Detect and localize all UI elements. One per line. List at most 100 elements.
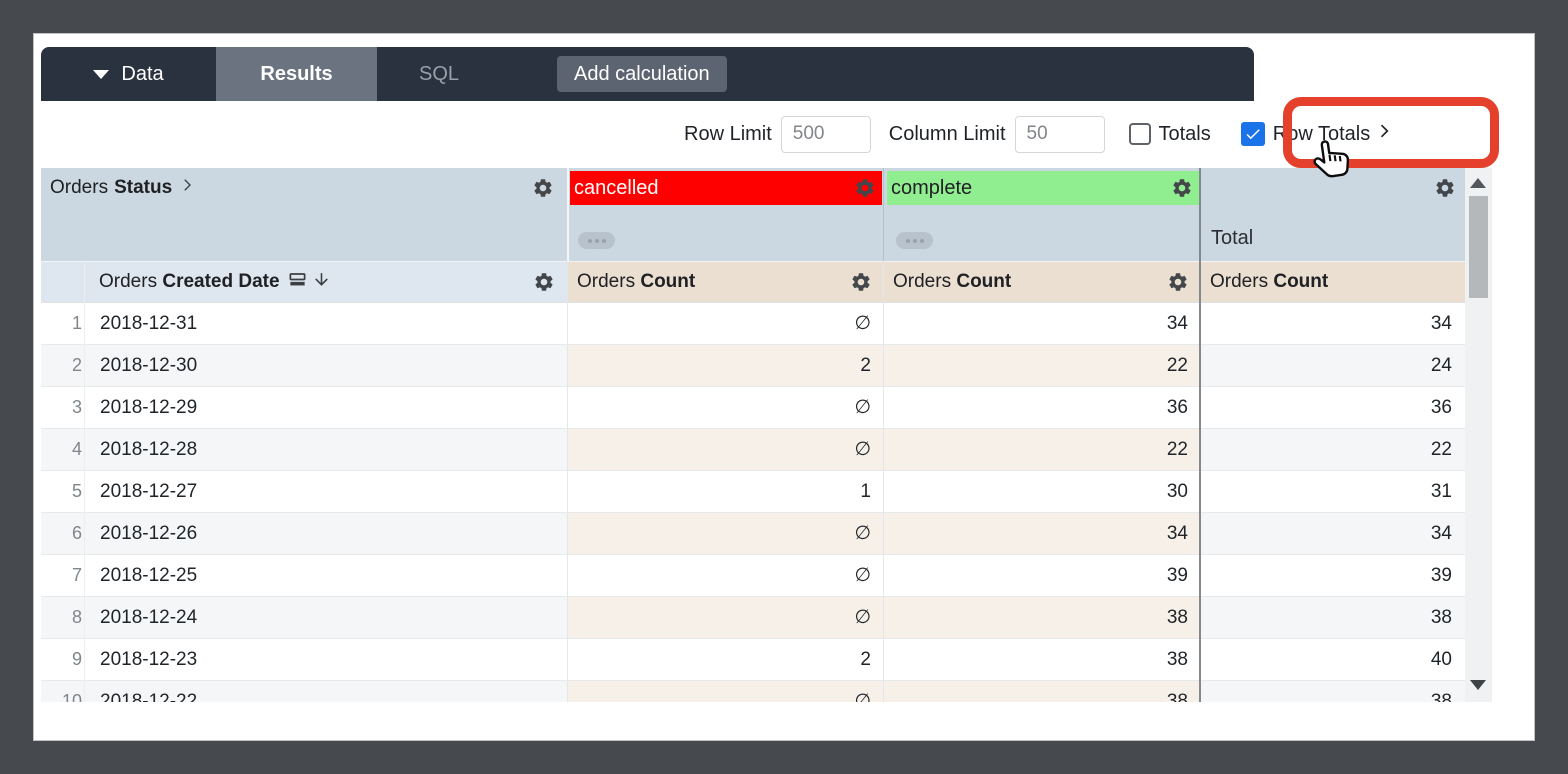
row-totals-label: Row Totals: [1272, 122, 1371, 145]
cancelled-count-cell[interactable]: ∅: [568, 513, 884, 554]
cancelled-count-cell[interactable]: ∅: [568, 597, 884, 638]
gear-icon[interactable]: [532, 177, 554, 199]
cancelled-count-cell[interactable]: ∅: [568, 681, 884, 702]
total-count-cell[interactable]: 24: [1201, 345, 1465, 386]
pivot-header-block: Orders Status cancelled complete Total: [41, 168, 1465, 261]
query-controls: Row Limit Column Limit Totals Row Totals: [684, 114, 1394, 154]
dimension-view-label: Orders: [99, 271, 158, 292]
pivot-value-cancelled[interactable]: cancelled: [570, 171, 882, 205]
table-body: 1 2018-12-31 ∅ 34 34 2 2018-12-30 2 22 2…: [41, 303, 1465, 702]
complete-count-cell[interactable]: 22: [884, 345, 1201, 386]
total-count-cell[interactable]: 38: [1201, 681, 1465, 702]
cancelled-count-cell[interactable]: ∅: [854, 313, 871, 334]
tab-results[interactable]: Results: [216, 47, 377, 101]
total-column-header: Total: [1211, 227, 1254, 249]
total-count-cell[interactable]: 39: [1430, 564, 1452, 586]
date-cell[interactable]: 2018-12-25: [100, 564, 198, 586]
tab-data[interactable]: Data: [41, 47, 216, 101]
measure-header-complete[interactable]: Orders Count: [884, 262, 1201, 302]
tab-sql[interactable]: SQL: [377, 47, 501, 101]
row-number: 4: [41, 429, 91, 470]
cancelled-count-cell[interactable]: ∅: [568, 429, 884, 470]
complete-count-cell[interactable]: 34: [1166, 312, 1188, 334]
dimension-field-label: Created Date: [162, 271, 280, 292]
cancelled-count-cell[interactable]: ∅: [854, 397, 871, 418]
pivot-expand-ellipsis-icon[interactable]: [578, 232, 615, 249]
pivot-expand-ellipsis-icon[interactable]: [896, 232, 933, 249]
total-count-cell[interactable]: 34: [1430, 312, 1452, 334]
date-cell[interactable]: 2018-12-26: [91, 513, 568, 554]
row-number: 9: [71, 649, 82, 669]
totals-checkbox[interactable]: [1128, 123, 1151, 145]
date-cell[interactable]: 2018-12-22: [91, 681, 568, 702]
total-count-cell[interactable]: 36: [1430, 396, 1452, 418]
complete-count-cell[interactable]: 34: [884, 513, 1201, 554]
date-cell[interactable]: 2018-12-31: [100, 312, 198, 334]
measure-header-total[interactable]: Orders Count: [1201, 262, 1465, 302]
table-row: 3 2018-12-29 ∅ 36 36: [41, 387, 1465, 429]
row-number: 6: [41, 513, 91, 554]
total-count-cell[interactable]: 38: [1201, 597, 1465, 638]
date-cell[interactable]: 2018-12-27: [100, 480, 198, 502]
subtotal-rows-icon: [288, 270, 307, 295]
date-cell[interactable]: 2018-12-23: [100, 648, 198, 670]
scrollbar-thumb[interactable]: [1469, 196, 1488, 298]
pivot-view-label: Orders: [50, 177, 109, 198]
total-count-cell[interactable]: 34: [1201, 513, 1465, 554]
complete-count-cell[interactable]: 22: [884, 429, 1201, 470]
pivot-value-cancelled-label: cancelled: [574, 176, 659, 199]
total-count-cell[interactable]: 22: [1201, 429, 1465, 470]
dimension-header-created-date[interactable]: Orders Created Date: [41, 262, 568, 302]
complete-count-cell[interactable]: 38: [1166, 648, 1188, 670]
scroll-up-arrow-icon[interactable]: [1470, 178, 1486, 188]
sort-indicators: [288, 270, 331, 295]
date-cell[interactable]: 2018-12-30: [91, 345, 568, 386]
complete-count-cell[interactable]: 36: [1166, 396, 1188, 418]
date-cell[interactable]: 2018-12-29: [100, 396, 198, 418]
column-divider: [883, 261, 884, 702]
complete-count-cell[interactable]: 39: [1166, 564, 1188, 586]
row-totals-chevron-icon[interactable]: [1374, 121, 1394, 147]
column-limit-input[interactable]: [1014, 115, 1105, 153]
dimension-label: Orders Created Date: [99, 271, 280, 293]
pivot-field-label: Status: [114, 177, 173, 198]
gear-icon[interactable]: [1434, 177, 1456, 199]
gear-icon[interactable]: [1167, 271, 1189, 293]
pointer-hand-cursor-icon: [1307, 134, 1360, 193]
pivot-field-header[interactable]: Orders Status: [50, 176, 196, 200]
cancelled-count-cell[interactable]: 2: [568, 345, 884, 386]
row-totals-checkbox[interactable]: [1240, 122, 1265, 146]
gear-icon[interactable]: [850, 271, 872, 293]
complete-count-cell[interactable]: 38: [884, 681, 1201, 702]
table-row: 1 2018-12-31 ∅ 34 34: [41, 303, 1465, 345]
date-cell[interactable]: 2018-12-24: [91, 597, 568, 638]
row-number: 1: [71, 313, 82, 333]
total-count-cell[interactable]: 40: [1430, 648, 1452, 670]
tab-data-label: Data: [121, 62, 164, 85]
sort-descending-icon[interactable]: [312, 270, 331, 295]
total-count-cell[interactable]: 31: [1430, 480, 1452, 502]
cancelled-count-cell[interactable]: 1: [860, 480, 871, 502]
complete-count-cell[interactable]: 38: [884, 597, 1201, 638]
gear-icon[interactable]: [533, 271, 555, 293]
row-limit-input[interactable]: [780, 115, 871, 153]
add-calculation-button[interactable]: Add calculation: [557, 56, 727, 92]
gear-icon[interactable]: [854, 177, 876, 199]
dropdown-caret-icon: [93, 69, 110, 79]
measure-header-cancelled[interactable]: Orders Count: [568, 262, 884, 302]
pivot-value-complete-label: complete: [891, 176, 973, 199]
cancelled-count-cell[interactable]: 2: [860, 648, 871, 670]
measure-view-label: Orders: [577, 271, 636, 292]
measure-label: Orders Count: [893, 271, 1011, 293]
gear-icon[interactable]: [1171, 177, 1193, 199]
row-number-divider: [84, 261, 85, 702]
date-cell[interactable]: 2018-12-28: [91, 429, 568, 470]
row-number: 8: [41, 597, 91, 638]
explore-panel: Data Results SQL Add calculation Row Lim…: [33, 33, 1535, 741]
scroll-down-arrow-icon[interactable]: [1470, 680, 1486, 690]
pivot-value-complete[interactable]: complete: [887, 171, 1199, 205]
tab-bar: Data Results SQL Add calculation: [41, 47, 1254, 101]
cancelled-count-cell[interactable]: ∅: [854, 565, 871, 586]
vertical-scrollbar[interactable]: [1465, 168, 1492, 702]
complete-count-cell[interactable]: 30: [1166, 480, 1188, 502]
